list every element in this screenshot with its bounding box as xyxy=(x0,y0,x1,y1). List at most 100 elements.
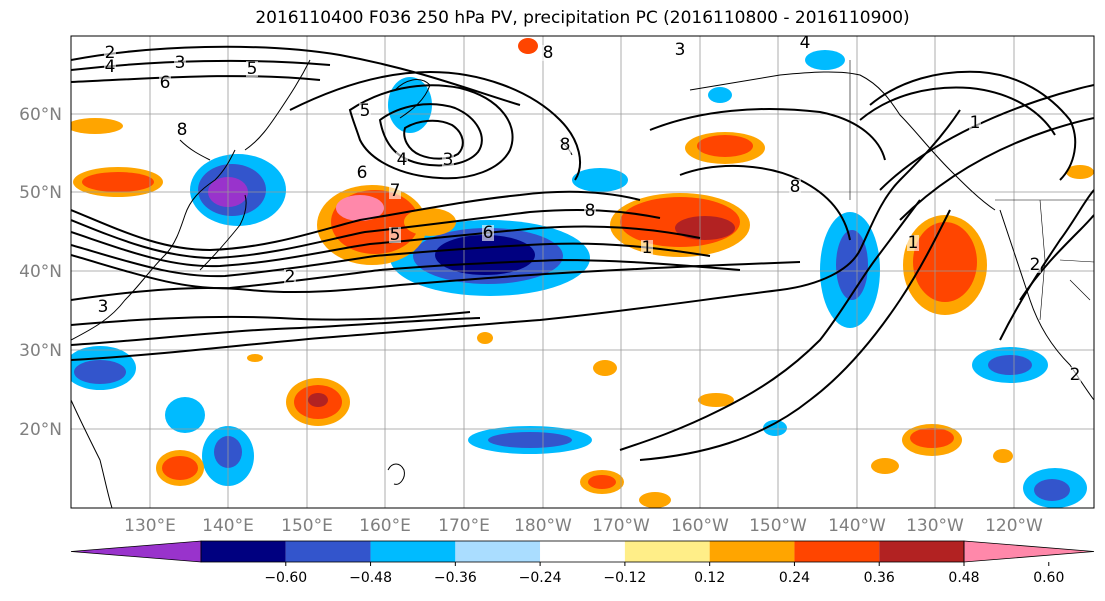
contour-label-bg xyxy=(969,115,981,131)
contour-label: 4 xyxy=(800,33,811,53)
lon-label: 140°E xyxy=(202,516,254,536)
positive-anomaly-region xyxy=(697,135,753,157)
contour-label: 2 xyxy=(285,267,296,287)
colorbar-tick-label: 0.12 xyxy=(694,570,725,586)
contour-label-bg xyxy=(174,55,186,71)
contour-label-bg xyxy=(442,152,454,168)
colorbar-tick-label: −0.36 xyxy=(434,570,477,586)
contour-label-bg xyxy=(389,183,401,199)
positive-anomaly-region xyxy=(698,393,734,407)
colorbar-outline xyxy=(200,540,965,563)
colorbar-tick-label: 0.60 xyxy=(1033,570,1064,586)
contour-label-bg xyxy=(246,61,258,77)
colorbar-tick-label: −0.24 xyxy=(519,570,562,586)
colorbar-tick-label: −0.60 xyxy=(264,570,307,586)
positive-anomaly-region xyxy=(162,456,198,480)
contour-label-bg xyxy=(542,45,554,61)
lon-label: 180°W xyxy=(514,516,572,536)
contour-label-bg xyxy=(907,235,919,251)
negative-anomaly-region xyxy=(805,50,845,70)
negative-anomaly-region xyxy=(836,230,868,300)
colorbar-cell xyxy=(624,541,710,562)
contour-label-bg xyxy=(104,59,116,75)
positive-anomaly-region xyxy=(593,360,617,376)
lon-label: 120°W xyxy=(985,516,1043,536)
lon-label: 170°W xyxy=(592,516,650,536)
lat-label: 60°N xyxy=(19,105,62,125)
contour-label: 4 xyxy=(397,150,408,170)
contour-label: 6 xyxy=(160,73,171,93)
colorbar-tick-label: 0.36 xyxy=(864,570,895,586)
contour-label-bg xyxy=(97,299,109,315)
contour-label: 1 xyxy=(908,233,919,253)
colorbar-tick-label: −0.48 xyxy=(349,570,392,586)
contour-label: 3 xyxy=(175,53,186,73)
contour-label: 7 xyxy=(390,181,401,201)
lat-label: 20°N xyxy=(19,420,62,440)
contour-label-bg xyxy=(674,42,686,58)
contour-label-bg xyxy=(1069,367,1081,383)
contour-label: 8 xyxy=(543,43,554,63)
contour-label: 3 xyxy=(675,40,686,60)
colorbar-extend-low xyxy=(70,540,202,563)
contour-label-bg xyxy=(159,75,171,91)
positive-anomaly-region xyxy=(336,195,384,221)
contour-label-bg xyxy=(799,36,811,51)
positive-anomaly-region xyxy=(518,38,538,54)
negative-anomaly-region xyxy=(708,87,732,103)
country-borders xyxy=(849,60,1094,321)
lon-label: 170°E xyxy=(438,516,490,536)
contour-label: 5 xyxy=(360,101,371,121)
positive-anomaly-region xyxy=(308,393,328,407)
positive-anomaly-region xyxy=(588,475,616,489)
lat-label: 50°N xyxy=(19,183,62,203)
lat-label: 30°N xyxy=(19,341,62,361)
positive-anomaly-region xyxy=(993,449,1013,463)
contour-label: 3 xyxy=(443,150,454,170)
map-title: 2016110400 F036 250 hPa PV, precipitatio… xyxy=(255,8,910,28)
lon-label: 140°W xyxy=(828,516,886,536)
contour-label-bg xyxy=(789,179,801,195)
contour-label-bg xyxy=(104,45,116,61)
negative-anomaly-region xyxy=(165,397,205,433)
lon-label: 130°E xyxy=(124,516,176,536)
contour-label: 8 xyxy=(560,135,571,155)
positive-anomaly-region xyxy=(247,354,263,362)
positive-anomaly-region xyxy=(1066,165,1094,179)
colorbar-cell xyxy=(794,541,880,562)
contour-label: 2 xyxy=(1030,255,1041,275)
contour-label-bg xyxy=(284,269,296,285)
contour-label-bg xyxy=(584,203,596,219)
colorbar-cell xyxy=(455,541,541,562)
negative-anomaly-region xyxy=(572,168,628,192)
lon-label: 150°E xyxy=(281,516,333,536)
negative-anomaly-region xyxy=(388,77,432,133)
contour-label: 3 xyxy=(98,297,109,317)
contour-label-bg xyxy=(559,137,571,153)
colorbar-tick-label: 0.48 xyxy=(948,570,979,586)
pv-contours xyxy=(71,45,1094,461)
colorbar-tick-label: 0.24 xyxy=(779,570,810,586)
lat-label: 40°N xyxy=(19,262,62,282)
positive-anomaly-region xyxy=(82,172,154,192)
longitude-axis: 130°E 140°E 150°E 160°E 170°E 180°W 170°… xyxy=(124,516,1043,536)
colorbar: −0.60 −0.48 −0.36 −0.24 −0.12 0.12 0.24 0.36 0.4… xyxy=(70,540,1095,586)
contour-label-bg xyxy=(641,240,653,256)
colorbar-ticks: −0.60 −0.48 −0.36 −0.24 −0.12 0.12 0.24 0.36 0.4… xyxy=(264,562,1064,586)
contour-label: 1 xyxy=(642,238,653,258)
colorbar-cells xyxy=(70,540,1095,563)
contour-label-bg xyxy=(359,103,371,119)
colorbar-cell xyxy=(370,541,456,562)
coastlines xyxy=(71,59,1094,508)
lon-label: 160°W xyxy=(671,516,729,536)
contour-label: 8 xyxy=(177,120,188,140)
colorbar-extend-high xyxy=(963,540,1095,563)
contour-label: 8 xyxy=(585,201,596,221)
contour-label-bg xyxy=(396,152,408,168)
colorbar-cell xyxy=(285,541,371,562)
positive-anomaly-region xyxy=(910,428,954,448)
contour-label: 6 xyxy=(483,223,494,243)
colorbar-tick-label: −0.12 xyxy=(603,570,646,586)
